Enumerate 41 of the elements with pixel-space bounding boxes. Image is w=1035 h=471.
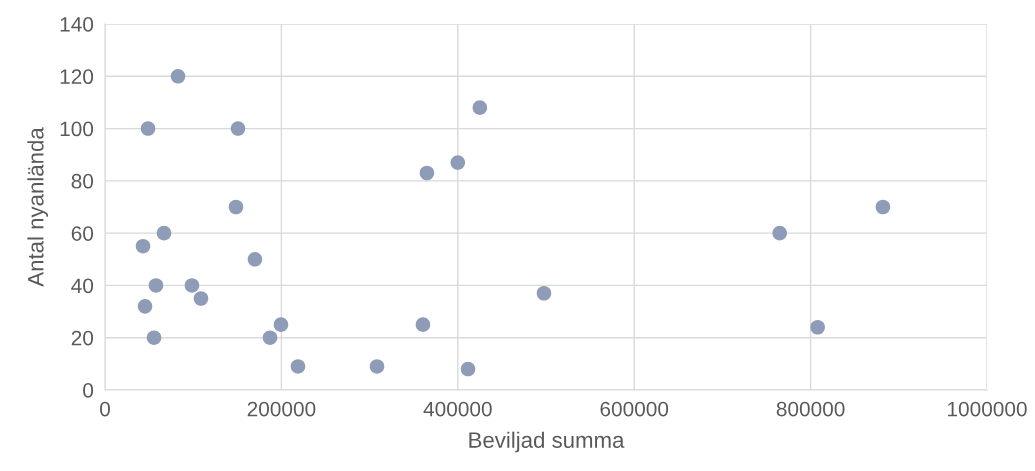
x-axis-title: Beviljad summa bbox=[469, 431, 625, 453]
point bbox=[193, 291, 209, 306]
y-tick-label: 40 bbox=[71, 278, 94, 294]
x-tick-label: 800000 bbox=[776, 401, 845, 417]
point bbox=[140, 121, 156, 136]
point bbox=[148, 278, 164, 293]
point bbox=[230, 121, 246, 136]
point bbox=[460, 361, 476, 377]
y-tick-label: 80 bbox=[71, 173, 94, 189]
point bbox=[472, 100, 488, 115]
point bbox=[156, 225, 172, 241]
point bbox=[135, 238, 151, 254]
y-tick-label: 60 bbox=[71, 226, 94, 241]
point bbox=[184, 278, 200, 293]
point bbox=[419, 165, 435, 181]
point bbox=[415, 317, 431, 332]
point bbox=[450, 155, 466, 170]
x-tick-label: 0 bbox=[100, 401, 110, 417]
point bbox=[262, 330, 278, 345]
y-tick-label: 0 bbox=[83, 383, 94, 398]
point bbox=[810, 319, 825, 335]
x-tick-label: 1000000 bbox=[948, 401, 1027, 417]
y-tick-label: 100 bbox=[60, 121, 94, 137]
point bbox=[146, 330, 162, 345]
y-tick-label: 140 bbox=[60, 17, 94, 32]
point bbox=[536, 285, 552, 301]
y-axis-title: Antal nyanlända bbox=[27, 127, 49, 287]
y-tick-label: 20 bbox=[71, 330, 94, 346]
point bbox=[228, 199, 244, 215]
point bbox=[273, 317, 289, 332]
point bbox=[875, 199, 891, 215]
point bbox=[369, 359, 385, 374]
point bbox=[170, 69, 186, 84]
x-tick-label: 200000 bbox=[247, 401, 316, 417]
point bbox=[290, 359, 306, 374]
x-tick-label: 400000 bbox=[423, 401, 492, 417]
y-tick-label: 120 bbox=[60, 69, 94, 85]
point bbox=[137, 299, 153, 314]
point bbox=[772, 225, 788, 241]
x-tick-label: 600000 bbox=[600, 401, 669, 417]
point bbox=[247, 252, 263, 267]
